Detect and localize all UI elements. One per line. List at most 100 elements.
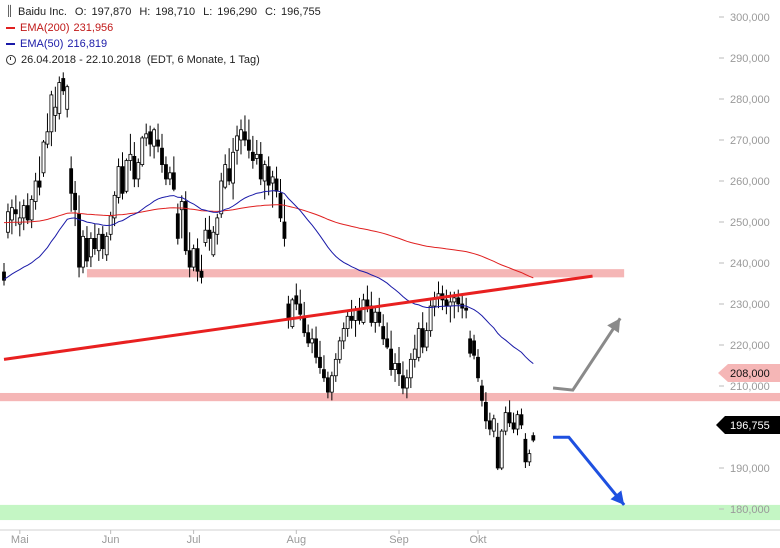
- candle-body: [519, 414, 524, 426]
- candle-body: [452, 297, 457, 303]
- candle-body: [483, 401, 488, 422]
- candle-body: [341, 328, 346, 342]
- candle-body: [365, 299, 370, 307]
- range-meta: (EDT, 6 Monate, 1 Tag): [146, 54, 260, 66]
- candle-body: [246, 139, 251, 151]
- x-tick-label: Okt: [469, 534, 486, 546]
- candle-body: [69, 168, 74, 194]
- candle-body: [128, 153, 133, 161]
- price-bands: [0, 269, 780, 521]
- candle-body: [333, 358, 338, 377]
- candle-body: [290, 299, 295, 327]
- candle-body: [171, 172, 176, 190]
- candle-body: [294, 295, 299, 305]
- candle-body: [258, 153, 263, 180]
- candle-body: [318, 356, 322, 368]
- candle-body: [144, 133, 149, 139]
- candle-body: [499, 430, 504, 469]
- candle-body: [175, 213, 180, 239]
- candle-body: [124, 160, 129, 192]
- candle-body: [361, 299, 366, 323]
- open-key: O:: [74, 6, 87, 18]
- candle-body: [377, 311, 382, 323]
- high-key: H:: [139, 6, 151, 18]
- candle-body: [61, 78, 66, 92]
- legend-ema200: EMA(200) 231,956: [6, 20, 329, 36]
- symbol-name: Baidu Inc.: [18, 6, 67, 18]
- candle-body: [148, 131, 153, 145]
- candle-body: [45, 131, 50, 145]
- candle-body: [314, 338, 318, 358]
- range-row: 26.04.2018 - 22.10.2018 (EDT, 6 Monate, …: [6, 52, 329, 68]
- y-tick-label: 290,000: [730, 53, 770, 65]
- candle-body: [207, 229, 212, 239]
- candle-body: [104, 235, 109, 256]
- candle-body: [81, 235, 85, 268]
- y-tick-label: 220,000: [730, 340, 770, 352]
- high-value: 198,710: [155, 6, 196, 18]
- candle-body: [337, 340, 342, 360]
- candle-body: [156, 139, 160, 147]
- candle-body: [164, 164, 168, 180]
- candle-body: [385, 338, 390, 348]
- y-tick-label: 230,000: [730, 299, 770, 311]
- candle-body: [511, 422, 516, 430]
- candle-body: [527, 453, 532, 463]
- candle-body: [329, 375, 334, 393]
- x-tick-label: Aug: [287, 534, 307, 546]
- resistance-band: [86, 269, 625, 278]
- candle-body: [239, 129, 243, 141]
- level-badge: 208,000: [730, 368, 770, 380]
- overlay-lines: [3, 190, 626, 506]
- candle-body: [491, 418, 496, 432]
- close-key: C:: [265, 6, 277, 18]
- candle-body: [53, 106, 58, 116]
- candle-body: [85, 237, 89, 262]
- legend-ema50: EMA(50) 216,819: [6, 36, 329, 52]
- candle-body: [136, 162, 141, 180]
- candle-body: [167, 172, 172, 180]
- x-tick-label: Jul: [187, 534, 201, 546]
- candle-body: [404, 377, 409, 389]
- candle-body: [322, 369, 326, 379]
- candle-body: [448, 301, 453, 307]
- candle-body: [195, 248, 200, 272]
- candle-body: [416, 328, 421, 358]
- candle-body: [33, 180, 38, 202]
- candle-body: [203, 229, 208, 243]
- candle-body: [381, 326, 386, 340]
- symbol-row: ║ Baidu Inc. O: 197,870 H: 198,710 L: 196,2…: [6, 4, 329, 20]
- candle-body: [112, 194, 117, 219]
- candle-body: [2, 271, 6, 281]
- candle-body: [92, 237, 97, 250]
- candle-body: [179, 201, 184, 211]
- candle-body: [523, 438, 528, 463]
- candle-body: [472, 340, 476, 356]
- candle-body: [250, 151, 255, 161]
- y-tick-label: 280,000: [730, 94, 770, 106]
- candle-body: [503, 412, 508, 432]
- low-key: L:: [203, 6, 213, 18]
- candle-body: [262, 164, 267, 182]
- ema200-label: EMA(200): [20, 22, 70, 34]
- candle-body: [17, 217, 22, 225]
- candle-body: [89, 237, 93, 258]
- x-tick-label: Mai: [11, 534, 29, 546]
- candle-body: [13, 209, 18, 215]
- candle-body: [420, 328, 425, 348]
- candle-body: [456, 297, 461, 305]
- last-price-badge-bg: [716, 416, 780, 434]
- candle-body: [476, 356, 480, 379]
- candle-body: [428, 305, 433, 332]
- ema50-label: EMA(50): [20, 38, 64, 50]
- candle-body: [187, 250, 192, 268]
- candle-body: [100, 233, 105, 250]
- candle-body: [468, 338, 473, 354]
- candle-body: [140, 137, 145, 165]
- candle-body: [389, 348, 394, 371]
- chart-info-panel: ║ Baidu Inc. O: 197,870 H: 198,710 L: 196,2…: [6, 4, 329, 68]
- y-tick-label: 250,000: [730, 217, 770, 229]
- candle-body: [444, 299, 449, 307]
- candle-body: [495, 436, 500, 469]
